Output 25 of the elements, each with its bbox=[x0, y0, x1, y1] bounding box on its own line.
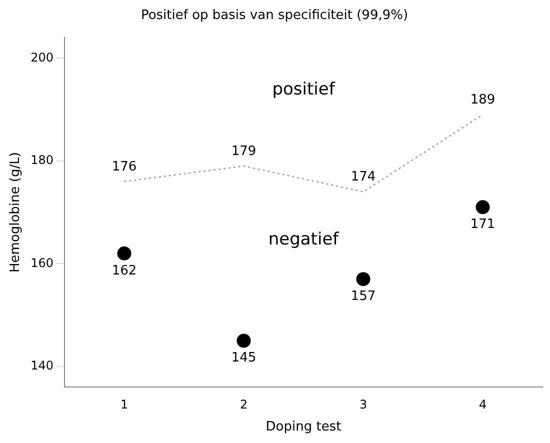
data-label: 176 bbox=[112, 159, 137, 174]
y-axis-title: Hemoglobine (g/L) bbox=[8, 152, 24, 273]
data-label: 174 bbox=[350, 170, 376, 185]
point bbox=[476, 200, 490, 214]
x-tick-label: 1 bbox=[120, 397, 128, 412]
x-tick-label: 2 bbox=[240, 397, 248, 412]
x-tick-label: 4 bbox=[478, 397, 487, 412]
data-label: 189 bbox=[470, 92, 496, 108]
y-tick-label: 140 bbox=[30, 358, 54, 373]
y-tick-label: 160 bbox=[30, 256, 54, 270]
annotation: positief bbox=[272, 79, 336, 100]
point bbox=[356, 272, 370, 286]
data-label: 162 bbox=[112, 263, 137, 278]
y-tick-label: 180 bbox=[30, 153, 54, 168]
data-label: 171 bbox=[470, 217, 496, 232]
y-tick-label: 200 bbox=[30, 50, 54, 64]
chart-title: Positief op basis van specificiteit (99,9%) bbox=[140, 8, 408, 24]
x-axis-title: Doping test bbox=[266, 420, 342, 435]
x-tick-label: 3 bbox=[359, 397, 368, 412]
point bbox=[117, 246, 132, 260]
data-label: 157 bbox=[350, 288, 376, 304]
data-label: 145 bbox=[231, 350, 256, 366]
annotation: negatief bbox=[268, 230, 340, 250]
data-label: 179 bbox=[231, 144, 256, 159]
point bbox=[236, 334, 251, 348]
